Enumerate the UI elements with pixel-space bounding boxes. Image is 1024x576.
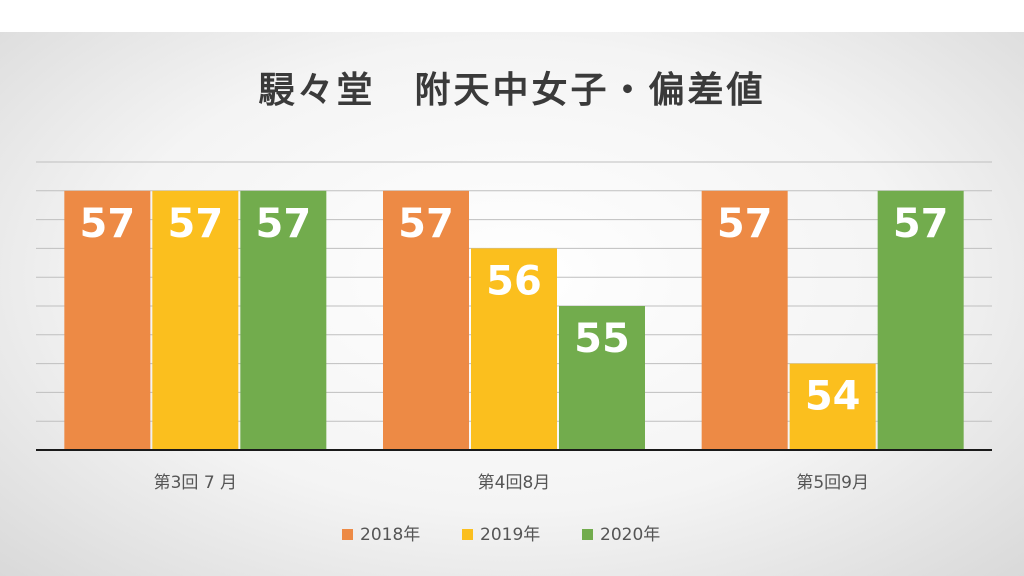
legend-label: 2020年 [600,525,660,545]
bar-2019年-0 [152,190,239,451]
legend-label: 2019年 [480,525,540,545]
category-labels: 第3回 7 月 第4回8月 第5回9月 [154,473,869,493]
legend-label: 2018年 [360,525,420,545]
bar-2019年-1 [471,248,557,450]
bar-2018年-2 [701,190,788,451]
data-label: 57 [893,201,949,247]
legend-swatch [462,529,473,540]
bar-2019年-2 [789,363,876,450]
category-label: 第5回9月 [796,473,869,493]
category-label: 第4回8月 [478,473,551,493]
data-label: 54 [805,374,861,420]
bar-2020年-2 [877,190,964,451]
data-label: 55 [574,316,630,362]
bar-2018年-1 [383,190,469,451]
data-label: 57 [255,201,311,247]
data-label: 56 [486,258,542,304]
bars [64,190,964,451]
chart-frame: 駸々堂 附天中女子・偏差値 57 57 57 57 56 55 57 54 57 第3回 7 月… [0,32,1024,576]
chart-svg: 駸々堂 附天中女子・偏差値 57 57 57 57 56 55 57 54 57 第3回 7 月… [36,70,992,545]
data-label: 57 [167,201,223,247]
data-label: 57 [717,201,773,247]
bar-2020年-1 [559,306,645,450]
category-label: 第3回 7 月 [154,473,237,493]
legend: 2018年 2019年 2020年 [342,525,660,545]
bar-2018年-0 [64,190,151,451]
legend-swatch [342,529,353,540]
bar-2020年-0 [240,190,327,451]
legend-swatch [582,529,593,540]
data-label: 57 [79,201,135,247]
data-labels: 57 57 57 57 56 55 57 54 57 [79,201,948,420]
data-label: 57 [398,201,454,247]
chart-title: 駸々堂 附天中女子・偏差値 [258,70,765,111]
